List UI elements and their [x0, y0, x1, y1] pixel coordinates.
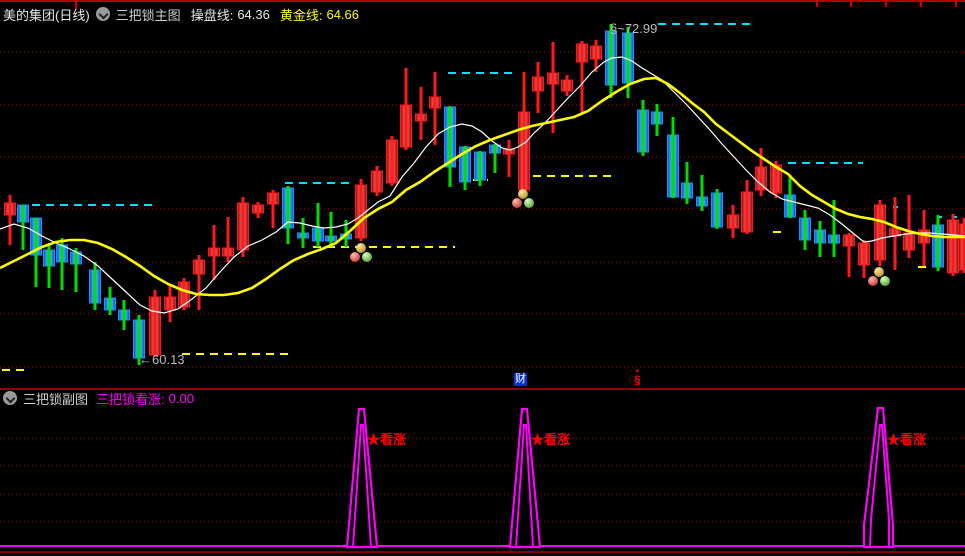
gold-ball-icon	[356, 243, 366, 253]
huangjin-line-label: 黄金线:	[279, 7, 323, 23]
red-ball-icon	[512, 198, 522, 208]
sub-indicator-layer	[0, 406, 965, 549]
symbol-title[interactable]: 美的集团(日线)	[3, 7, 90, 23]
green-ball-icon	[362, 252, 372, 262]
up-arrow-icon: ▲	[634, 368, 641, 374]
green-ball-icon	[524, 198, 534, 208]
grid-layer	[0, 51, 965, 523]
low-price-label: ←60.13	[139, 352, 185, 367]
cai-event-badge[interactable]: 财	[514, 373, 527, 386]
signal-spike-inner	[869, 424, 890, 548]
section-signal-marker[interactable]: ▲ §	[634, 368, 641, 386]
bullish-signal-label: 三把锁看涨:	[96, 391, 165, 407]
signal-marker-layer	[350, 189, 890, 286]
sub-chart-header: 三把锁副图 三把锁看涨: 0.00	[3, 390, 194, 407]
three-ball-lock-marker	[512, 189, 534, 208]
green-ball-icon	[880, 276, 890, 286]
sub-indicator-title[interactable]: 三把锁副图	[23, 391, 89, 407]
signal-spike-inner	[515, 424, 534, 548]
caopan-ma-line	[0, 56, 965, 314]
three-ball-lock-marker	[350, 243, 372, 262]
moving-average-layer	[0, 56, 965, 314]
bullish-star-label: ★看涨	[887, 432, 927, 447]
chevron-down-circle-icon[interactable]	[3, 391, 17, 405]
three-ball-lock-marker	[868, 267, 890, 286]
main-chart-header: 美的集团(日线) 三把锁主图 操盘线: 64.36 黄金线: 64.66	[3, 5, 359, 23]
bullish-star-label: ★看涨	[367, 432, 407, 447]
huangjin-line-value: 64.66	[326, 6, 360, 22]
caopan-line-label: 操盘线:	[190, 7, 234, 23]
bullish-star-label: ★看涨	[531, 432, 571, 447]
gold-ball-icon	[518, 189, 528, 199]
gold-ball-icon	[874, 267, 884, 277]
section-symbol: §	[634, 373, 641, 387]
red-ball-icon	[868, 276, 878, 286]
signal-spike-inner	[352, 424, 372, 548]
chevron-down-circle-icon[interactable]	[95, 7, 110, 21]
high-price-label: §~72.99	[610, 21, 658, 36]
huangjin-ma-line	[0, 76, 965, 297]
red-ball-icon	[350, 252, 360, 262]
bullish-signal-value: 0.00	[168, 390, 194, 406]
caopan-line-value: 64.36	[237, 6, 270, 22]
main-indicator-title[interactable]: 三把锁主图	[115, 7, 181, 23]
